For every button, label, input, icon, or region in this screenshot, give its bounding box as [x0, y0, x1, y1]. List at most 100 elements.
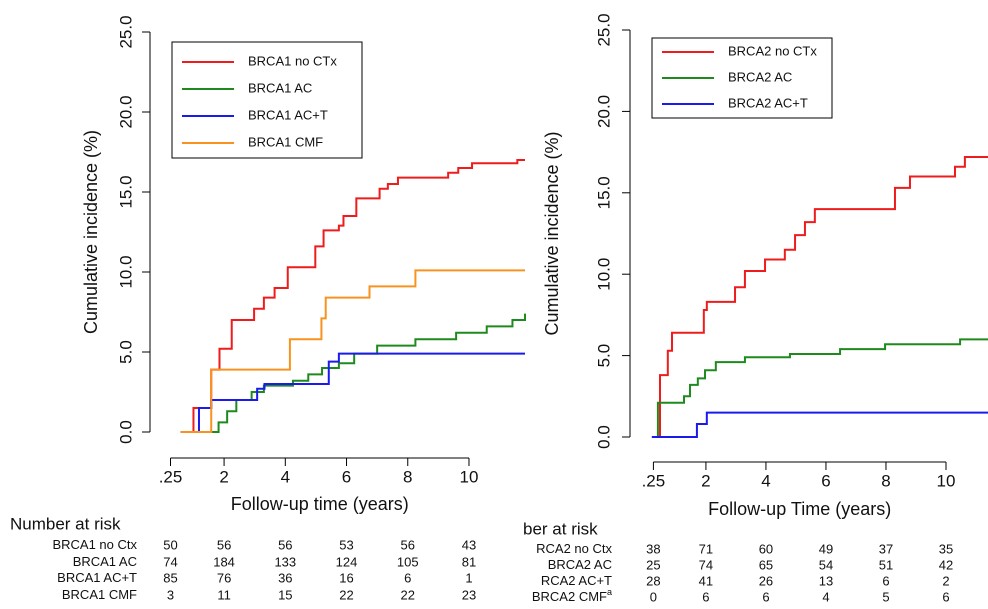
risk-cell: 4 [822, 589, 829, 604]
series-line [651, 338, 988, 438]
risk-cell: 0 [650, 589, 657, 604]
risk-cell: 35 [939, 541, 953, 556]
risk-cell: 25 [646, 557, 660, 572]
risk-cell: 41 [699, 573, 713, 588]
risk-cell: 50 [163, 537, 177, 552]
risk-cell: 22 [401, 587, 415, 602]
legend-label: BRCA1 no CTx [248, 53, 337, 68]
risk-cell: 28 [646, 573, 660, 588]
risk-cell: 22 [339, 587, 353, 602]
risk-cell: 133 [274, 554, 296, 569]
y-axis-title: Cumulative incidence (%) [542, 131, 562, 335]
risk-row-name: BRCA2 CMF [532, 589, 607, 604]
y-tick-label: 20.0 [594, 95, 613, 128]
series-line [651, 155, 988, 438]
risk-cell: 6 [404, 570, 411, 585]
x-axis-title: Follow-up Time (years) [708, 499, 891, 519]
risk-cell: 105 [397, 554, 419, 569]
risk-row-label: RCA2 AC+T [541, 573, 612, 588]
x-tick-label: 8 [403, 467, 412, 486]
x-tick-label: 6 [342, 467, 351, 486]
risk-cell: 6 [882, 573, 889, 588]
x-tick-label: 8 [881, 471, 890, 490]
risk-cell: 65 [759, 557, 773, 572]
legend-label: BRCA1 CMF [248, 134, 323, 149]
x-tick-label: 2 [219, 467, 228, 486]
risk-cell: 56 [217, 537, 231, 552]
risk-cell: 37 [879, 541, 893, 556]
risk-cell: 6 [702, 589, 709, 604]
y-tick-label: 15.0 [116, 175, 135, 208]
risk-cell: 13 [819, 573, 833, 588]
risk-cell: 15 [278, 587, 292, 602]
risk-row-name: BRCA1 AC+T [57, 570, 137, 585]
y-tick-label: 20.0 [116, 95, 135, 128]
risk-cell: 36 [278, 570, 292, 585]
series-line [180, 159, 525, 433]
y-tick-label: 10.0 [594, 258, 613, 291]
risk-table-title: Number at risk [10, 514, 121, 533]
y-tick-label: 5.0 [594, 344, 613, 368]
risk-cell: 56 [401, 537, 415, 552]
risk-cell: 3 [167, 587, 174, 602]
series-line [180, 269, 525, 433]
y-tick-label: 25.0 [594, 13, 613, 46]
risk-row-label: RCA2 no Ctx [536, 541, 612, 556]
risk-row-label: BRCA2 AC [548, 557, 612, 572]
legend-label: BRCA2 no CTx [728, 43, 817, 58]
x-tick-label: 4 [281, 467, 290, 486]
risk-cell: 53 [339, 537, 353, 552]
legend-label: BRCA2 AC [728, 69, 792, 84]
risk-cell: 81 [462, 554, 476, 569]
x-tick-label: 2 [701, 471, 710, 490]
legend-label: BRCA1 AC+T [248, 107, 328, 122]
legend-label: BRCA1 AC [248, 80, 312, 95]
risk-row-label: BRCA1 CMF [62, 587, 137, 602]
risk-row-name: RCA2 no Ctx [536, 541, 612, 556]
y-tick-label: 0.0 [116, 420, 135, 444]
risk-cell: 23 [462, 587, 476, 602]
y-axis-title: Cumulative incidence (%) [81, 130, 101, 334]
y-tick-label: 5.0 [116, 340, 135, 364]
risk-cell: 74 [163, 554, 177, 569]
risk-row-name: BRCA1 AC [73, 554, 137, 569]
series-line [180, 352, 525, 433]
risk-cell: 43 [462, 537, 476, 552]
y-tick-label: 10.0 [116, 255, 135, 288]
x-tick-label: 4 [761, 471, 770, 490]
risk-cell: 85 [163, 570, 177, 585]
risk-row-label: BRCA1 AC [73, 554, 137, 569]
risk-row-name: BRCA1 CMF [62, 587, 137, 602]
series-line [651, 411, 988, 438]
risk-cell: 38 [646, 541, 660, 556]
risk-row-name: BRCA2 AC [548, 557, 612, 572]
risk-row-superscript: a [607, 587, 612, 597]
risk-row-label: BRCA1 no Ctx [52, 537, 137, 552]
risk-row-name: RCA2 AC+T [541, 573, 612, 588]
y-tick-label: 0.0 [594, 425, 613, 449]
x-tick-label: 10 [460, 467, 479, 486]
risk-cell: 76 [217, 570, 231, 585]
y-tick-label: 25.0 [116, 15, 135, 48]
risk-cell: 6 [942, 589, 949, 604]
legend-label: BRCA2 AC+T [728, 95, 808, 110]
series-line [180, 313, 526, 433]
risk-cell: 6 [762, 589, 769, 604]
risk-cell: 49 [819, 541, 833, 556]
risk-cell: 54 [819, 557, 833, 572]
risk-table-title: ber at risk [523, 519, 598, 538]
risk-cell: 71 [699, 541, 713, 556]
x-tick-label: 6 [821, 471, 830, 490]
risk-cell: 2 [942, 573, 949, 588]
x-tick-label: 10 [937, 471, 956, 490]
risk-cell: 1 [465, 570, 472, 585]
risk-cell: 26 [759, 573, 773, 588]
risk-row-label: BRCA2 CMFa [532, 587, 612, 604]
risk-cell: 42 [939, 557, 953, 572]
risk-row-name: BRCA1 no Ctx [52, 537, 137, 552]
x-axis-title: Follow-up time (years) [231, 494, 409, 514]
y-tick-label: 15.0 [594, 176, 613, 209]
risk-cell: 74 [699, 557, 713, 572]
risk-cell: 51 [879, 557, 893, 572]
